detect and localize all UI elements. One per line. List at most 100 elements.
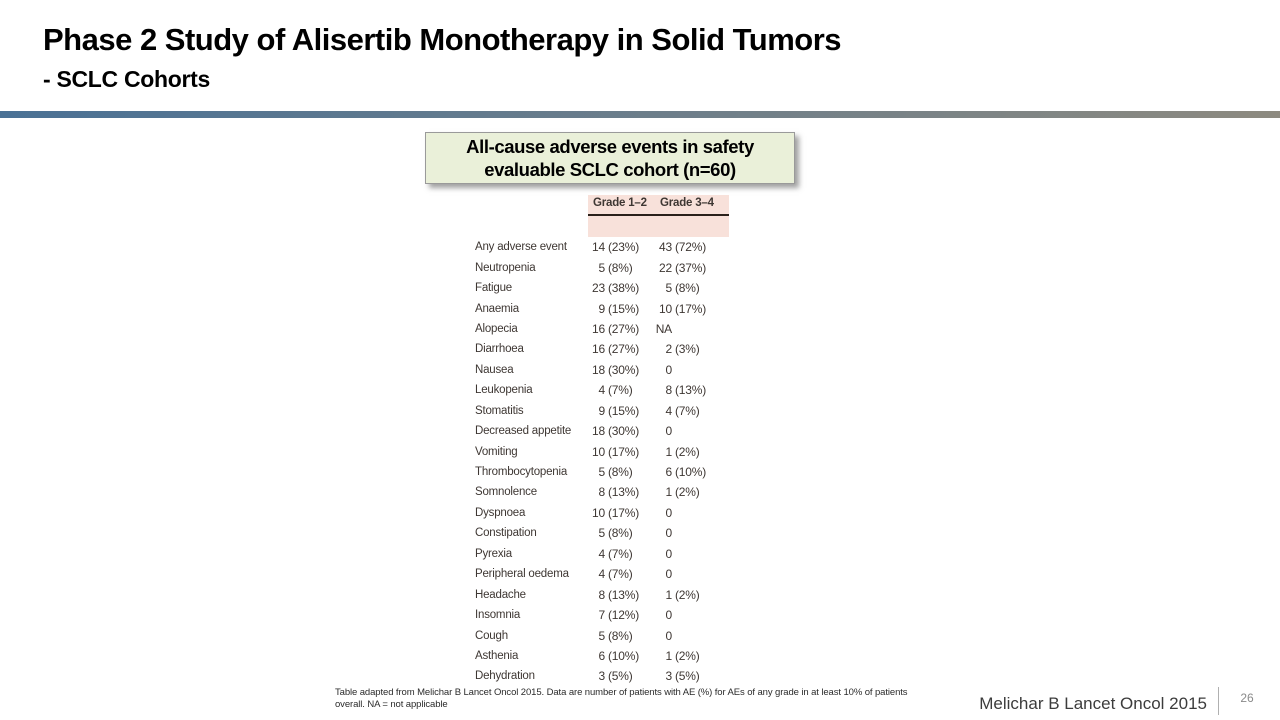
count-value: 0: [665, 546, 673, 561]
grade-1-2-value: 16 (27%): [588, 342, 655, 356]
count-value: 4: [665, 403, 673, 418]
grade-3-4-value: 8 (13%): [655, 383, 735, 397]
callout-line-1: All-cause adverse events in safety: [466, 136, 754, 157]
table-row: Dehydration 3 (5%) 3 (5%): [475, 666, 735, 686]
table-row: Somnolence 8 (13%) 1 (2%): [475, 482, 735, 502]
count-value: 8: [598, 485, 606, 500]
count-value: 4: [598, 546, 606, 561]
count-value: 4: [598, 567, 606, 582]
percent-value: (30%): [608, 362, 640, 377]
slide-title: Phase 2 Study of Alisertib Monotherapy i…: [43, 22, 842, 57]
count-value: 8: [665, 383, 673, 398]
count-value: 43: [659, 240, 672, 255]
adverse-event-label: Neutropenia: [475, 261, 536, 274]
table-row: Leukopenia 4 (7%) 8 (13%): [475, 380, 735, 400]
adverse-event-label: Dyspnoea: [475, 506, 526, 519]
percent-value: (8%): [675, 281, 700, 296]
count-value: 5: [598, 628, 606, 643]
callout-box: All-cause adverse events in safety evalu…: [425, 132, 795, 184]
citation: Melichar B Lancet Oncol 2015: [979, 694, 1207, 713]
percent-value: (7%): [608, 546, 633, 561]
count-value: 9: [598, 403, 606, 418]
adverse-event-label: Thrombocytopenia: [475, 466, 568, 479]
grade-1-2-value: 5 (8%): [588, 526, 655, 540]
grade-1-2-value: 7 (12%): [588, 608, 655, 622]
percent-value: (8%): [608, 526, 633, 541]
grade-3-4-value: 10 (17%): [655, 302, 735, 316]
grade-1-2-value: 4 (7%): [588, 547, 655, 561]
grade-3-4-value: 3 (5%): [655, 669, 735, 683]
table-row: Neutropenia 5 (8%) 22 (37%): [475, 257, 735, 277]
count-value: 10: [592, 505, 605, 520]
adverse-event-label: Constipation: [475, 527, 537, 540]
table-row: Pyrexia 4 (7%) 0: [475, 544, 735, 564]
percent-value: (12%): [608, 608, 640, 623]
grade-3-4-value: 4 (7%): [655, 404, 735, 418]
count-value: 14: [592, 240, 605, 255]
grade-1-2-value: 18 (30%): [588, 363, 655, 377]
percent-value: (10%): [608, 648, 640, 663]
grade-3-4-value: 0: [655, 363, 735, 377]
percent-value: (13%): [608, 485, 640, 500]
grade-3-4-value: 5 (8%): [655, 281, 735, 295]
table-row: Decreased appetite 18 (30%) 0: [475, 421, 735, 441]
count-value: 5: [598, 526, 606, 541]
percent-value: (7%): [608, 567, 633, 582]
adverse-event-label: Decreased appetite: [475, 425, 572, 438]
grade-3-4-value: 1 (2%): [655, 445, 735, 459]
adverse-event-label: Fatigue: [475, 282, 512, 295]
table-row: Thrombocytopenia 5 (8%) 6 (10%): [475, 462, 735, 482]
grade-1-2-value: 5 (8%): [588, 261, 655, 275]
count-value: 0: [665, 567, 673, 582]
adverse-event-label: Stomatitis: [475, 404, 524, 417]
grade-1-2-value: 16 (27%): [588, 322, 655, 336]
grade-1-2-value: 8 (13%): [588, 588, 655, 602]
percent-value: (3%): [675, 342, 700, 357]
count-value: 23: [592, 281, 605, 296]
adverse-event-label: Dehydration: [475, 670, 535, 683]
count-value: 18: [592, 424, 605, 439]
table-row: Nausea 18 (30%) 0: [475, 360, 735, 380]
grade-3-4-value: 6 (10%): [655, 465, 735, 479]
adverse-event-label: Asthenia: [475, 649, 519, 662]
column-header-grade-3-4: Grade 3–4: [660, 197, 714, 209]
grade-3-4-value: 22 (37%): [655, 261, 735, 275]
adverse-events-table: Any adverse event 14 (23%) 43 (72%) Neutro…: [475, 237, 735, 687]
count-value: 0: [665, 608, 673, 623]
adverse-event-label: Leukopenia: [475, 384, 533, 397]
count-value: 5: [665, 281, 673, 296]
table-row: Fatigue 23 (38%) 5 (8%): [475, 278, 735, 298]
grade-1-2-value: 9 (15%): [588, 404, 655, 418]
count-value: 4: [598, 383, 606, 398]
adverse-event-label: Alopecia: [475, 322, 518, 335]
table-row: Cough 5 (8%) 0: [475, 625, 735, 645]
table-row: Diarrhoea 16 (27%) 2 (3%): [475, 339, 735, 359]
grade-3-4-value: 0: [655, 506, 735, 520]
percent-value: (2%): [675, 648, 700, 663]
percent-value: (30%): [608, 424, 640, 439]
count-value: 1: [665, 587, 673, 602]
table-row: Peripheral oedema 4 (7%) 0: [475, 564, 735, 584]
table-row: Alopecia 16 (27%) NA: [475, 319, 735, 339]
percent-value: (38%): [608, 281, 640, 296]
percent-value: (2%): [675, 485, 700, 500]
grade-3-4-value: 1 (2%): [655, 485, 735, 499]
table-footnote: Table adapted from Melichar B Lancet Onc…: [335, 687, 935, 711]
count-value: 3: [598, 669, 606, 684]
count-value: 22: [659, 260, 672, 275]
grade-1-2-value: 4 (7%): [588, 567, 655, 581]
table-row: Dyspnoea 10 (17%) 0: [475, 503, 735, 523]
percent-value: (7%): [608, 383, 633, 398]
percent-value: (13%): [608, 587, 640, 602]
count-value: 2: [665, 342, 673, 357]
percent-value: (27%): [608, 342, 640, 357]
table-header-rule: [588, 214, 729, 216]
grade-3-4-value: 43 (72%): [655, 240, 735, 254]
count-value: 0: [665, 362, 673, 377]
percent-value: (17%): [608, 444, 640, 459]
table-row: Insomnia 7 (12%) 0: [475, 605, 735, 625]
adverse-event-label: Anaemia: [475, 302, 519, 315]
adverse-event-label: Insomnia: [475, 609, 521, 622]
grade-1-2-value: 10 (17%): [588, 445, 655, 459]
percent-value: (15%): [608, 301, 640, 316]
